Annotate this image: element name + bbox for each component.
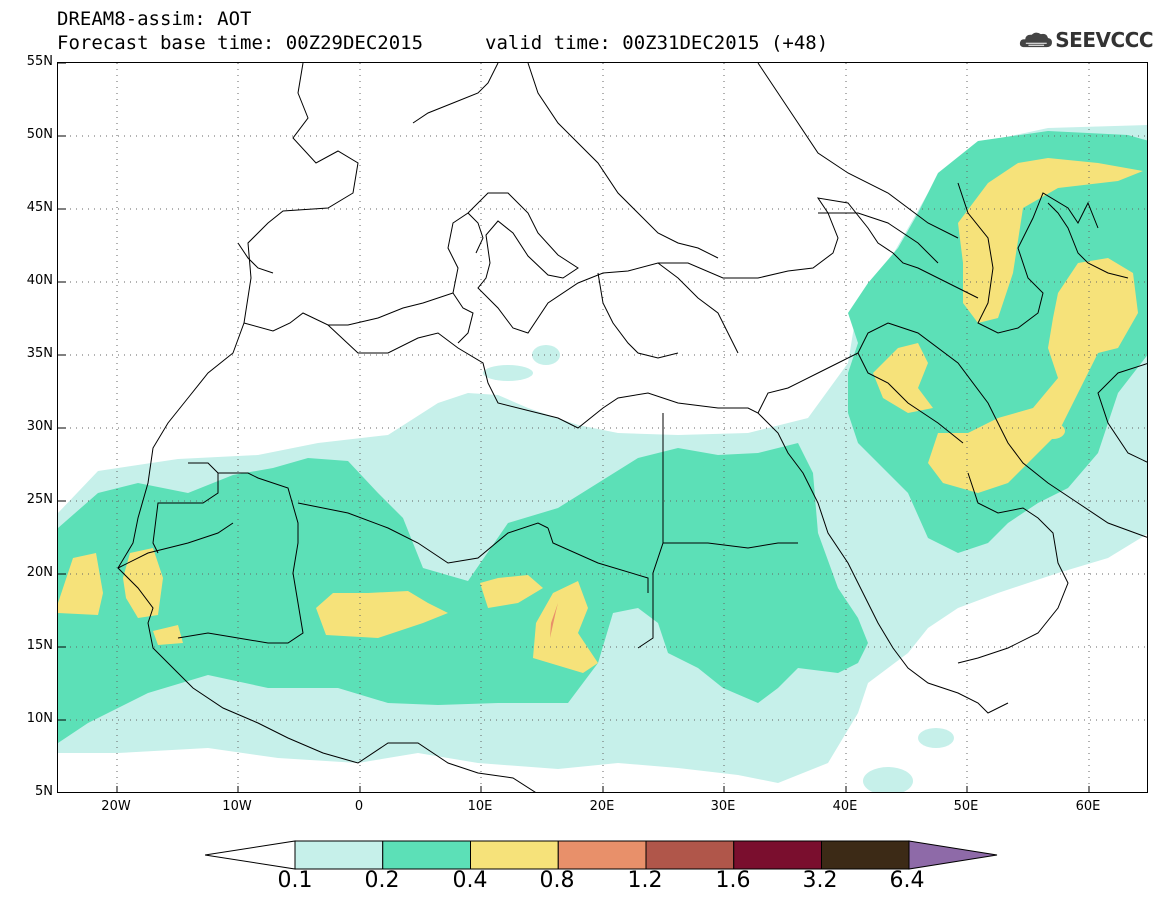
aot-colorbar bbox=[205, 840, 998, 870]
map-axis-ticks bbox=[58, 63, 1090, 792]
colorbar-high-arrow bbox=[908, 840, 998, 870]
lon-label-10e: 10E bbox=[467, 799, 493, 814]
colorbar-bin bbox=[470, 840, 559, 870]
colorbar-label-0-1: 0.1 bbox=[277, 868, 313, 893]
logo-text: SEEVCCC bbox=[1055, 28, 1153, 52]
lon-label-60e: 60E bbox=[1075, 799, 1101, 814]
seevccc-logo: SEEVCCC bbox=[1018, 22, 1153, 58]
lon-label-50e: 50E bbox=[953, 799, 979, 814]
lon-label-40e: 40E bbox=[832, 799, 858, 814]
colorbar-label-0-2: 0.2 bbox=[364, 868, 400, 893]
colorbar-label-0-4: 0.4 bbox=[452, 868, 488, 893]
colorbar-bin bbox=[382, 840, 471, 870]
colorbar-bin bbox=[645, 840, 735, 870]
lon-label-10w: 10W bbox=[222, 799, 252, 814]
lon-label-0: 0 bbox=[354, 799, 364, 814]
colorbar-label-3-2: 3.2 bbox=[802, 868, 838, 893]
forecast-base-time: Forecast base time: 00Z29DEC2015 bbox=[57, 32, 424, 54]
colorbar-bin bbox=[733, 840, 822, 870]
lat-label-10n: 10N bbox=[26, 711, 53, 726]
cloud-icon bbox=[1019, 32, 1053, 48]
colorbar-label-1-2: 1.2 bbox=[627, 868, 663, 893]
lon-label-30e: 30E bbox=[710, 799, 736, 814]
lat-label-45n: 45N bbox=[26, 200, 53, 215]
lat-label-20n: 20N bbox=[26, 565, 53, 580]
colorbar-label-0-8: 0.8 bbox=[539, 868, 575, 893]
colorbar-label-6-4: 6.4 bbox=[889, 868, 925, 893]
colorbar-low-arrow bbox=[205, 840, 296, 870]
map-title: DREAM8-assim: AOT bbox=[57, 8, 252, 30]
aot-map[interactable] bbox=[58, 63, 1148, 793]
map-panel[interactable] bbox=[57, 62, 1148, 793]
colorbar-bin bbox=[294, 840, 384, 870]
lat-label-30n: 30N bbox=[26, 419, 53, 434]
colorbar-bin bbox=[821, 840, 910, 870]
aot-layer-0-4 bbox=[58, 158, 1143, 673]
colorbar-bin bbox=[557, 840, 647, 870]
lat-label-35n: 35N bbox=[26, 346, 53, 361]
lat-label-5n: 5N bbox=[35, 784, 53, 799]
lat-label-55n: 55N bbox=[26, 54, 53, 69]
lat-label-25n: 25N bbox=[26, 492, 53, 507]
valid-time: valid time: 00Z31DEC2015 (+48) bbox=[485, 32, 829, 54]
coastlines-and-borders bbox=[117, 63, 1147, 792]
lon-label-20e: 20E bbox=[589, 799, 615, 814]
lat-label-50n: 50N bbox=[26, 127, 53, 142]
lat-label-15n: 15N bbox=[26, 638, 53, 653]
lon-label-20w: 20W bbox=[101, 799, 131, 814]
colorbar-label-1-6: 1.6 bbox=[715, 868, 751, 893]
aot-layer-0-2 bbox=[58, 131, 1147, 743]
lat-label-40n: 40N bbox=[26, 273, 53, 288]
